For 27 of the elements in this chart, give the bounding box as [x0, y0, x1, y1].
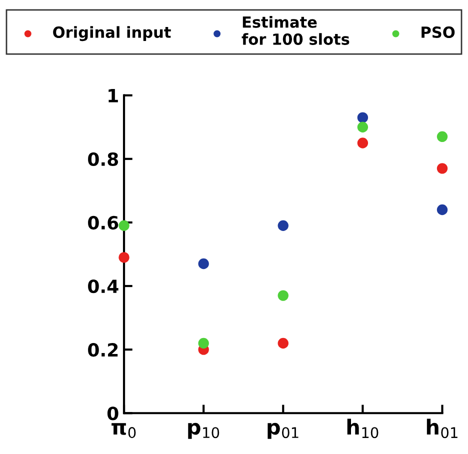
y-tick-label: 0.4	[88, 279, 118, 294]
y-tick-label: 0.6	[88, 216, 118, 230]
point	[436, 204, 448, 216]
point	[436, 131, 448, 142]
point	[436, 163, 448, 174]
x-tick-label: p$_{10}$	[188, 422, 220, 439]
legend-label: PSO	[422, 26, 455, 38]
point	[278, 338, 288, 349]
y-tick-label: 0.2	[88, 343, 118, 357]
point	[278, 220, 288, 231]
y-tick-label: 0	[107, 406, 118, 420]
legend-label: Estimate for 100 slots	[242, 16, 350, 45]
point	[118, 220, 130, 231]
point	[198, 258, 209, 270]
x-tick-label: h$_{10}$	[347, 418, 378, 438]
x-tick-label: π$_{0}$	[112, 423, 136, 438]
point	[198, 338, 209, 349]
y-tick-label: 1	[108, 89, 118, 102]
legend-label: Original input	[53, 26, 171, 42]
point	[357, 138, 368, 148]
y-tick-label: 0.8	[88, 152, 118, 166]
point	[278, 290, 288, 301]
x-tick-label: p$_{01}$	[268, 422, 298, 439]
point	[118, 252, 130, 263]
x-tick-label: h$_{01}$	[426, 418, 458, 438]
point	[357, 122, 368, 132]
point	[357, 112, 368, 123]
